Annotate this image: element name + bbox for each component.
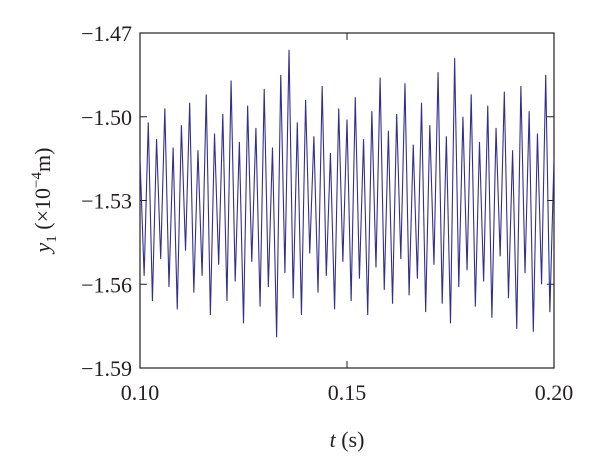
x-tick-label: 0.20 <box>535 380 574 405</box>
x-axis-label: t (s) <box>330 427 365 452</box>
y-tick-label: −1.59 <box>81 356 132 381</box>
x-tick-label: 0.15 <box>328 380 367 405</box>
y-tick-label: −1.47 <box>81 21 132 46</box>
y-tick-label: −1.53 <box>81 189 132 214</box>
x-tick-label: 0.10 <box>121 380 160 405</box>
data-line <box>139 49 555 338</box>
y-axis-label: y1 (×10−4m) <box>29 148 60 255</box>
y-tick-label: −1.50 <box>81 105 132 130</box>
y-tick-label: −1.56 <box>81 272 132 297</box>
